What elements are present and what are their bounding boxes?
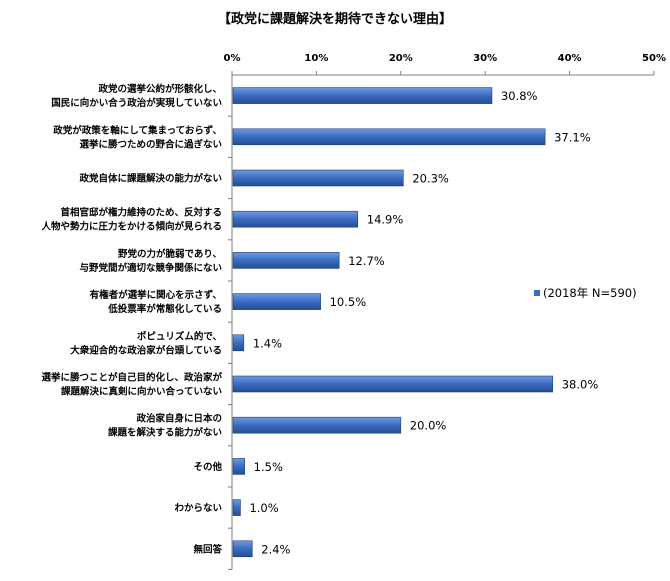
x-tick-label: 50% xyxy=(642,53,666,64)
data-label: 12.7% xyxy=(348,254,385,268)
bar xyxy=(232,416,402,434)
category-label: わからない xyxy=(174,503,222,514)
category-label: 野党の力が脆弱であり、与野党間が適切な競争関係にない xyxy=(79,248,222,274)
x-tick-label: 20% xyxy=(389,53,413,64)
data-label: 14.9% xyxy=(367,213,404,227)
data-label: 2.4% xyxy=(261,542,290,556)
legend-label: (2018年 N=590) xyxy=(543,286,637,300)
data-label: 30.8% xyxy=(501,89,538,103)
category-label: 政党が政策を軸にして集まっておらず、選挙に勝つための野合に過ぎない xyxy=(53,124,222,150)
bar xyxy=(232,293,321,310)
x-tick-label: 0% xyxy=(224,53,241,64)
category-label: ポピュリズム的で、大衆迎合的な政治家が台頭している xyxy=(70,330,222,356)
data-label: 20.3% xyxy=(412,172,449,186)
bar xyxy=(232,252,340,269)
data-label: 38.0% xyxy=(562,378,599,392)
category-label: 政治家自身に日本の課題を解決する能力がない xyxy=(108,413,222,439)
bar xyxy=(232,169,404,187)
bar xyxy=(232,375,554,393)
category-label: 首相官邸が権力維持のため、反対する人物や勢力に圧力をかける傾向が見られる xyxy=(41,207,222,233)
x-tick-label: 10% xyxy=(304,53,328,64)
category-label: 政党自体に課題解決の能力がない xyxy=(79,173,222,185)
bar xyxy=(232,458,245,475)
data-label: 10.5% xyxy=(330,295,367,309)
data-label: 1.5% xyxy=(254,460,283,474)
x-tick-label: 40% xyxy=(558,53,582,64)
data-label: 1.0% xyxy=(249,501,278,515)
data-label: 20.0% xyxy=(410,419,447,433)
data-label: 1.4% xyxy=(253,336,282,350)
bar xyxy=(232,128,546,146)
bar xyxy=(232,210,359,228)
bar xyxy=(232,540,253,558)
category-label: その他 xyxy=(193,461,222,473)
bar xyxy=(232,499,241,516)
bar xyxy=(232,334,245,352)
x-tick-label: 30% xyxy=(473,53,497,64)
legend-swatch xyxy=(534,290,540,296)
category-label: 政党の選挙公約が形骸化し、国民に向かい合う政治が実現していない xyxy=(51,83,222,109)
bar xyxy=(232,87,493,104)
category-label: 無回答 xyxy=(193,543,222,555)
data-label: 37.1% xyxy=(554,130,591,144)
category-label: 選挙に勝つことが自己目的化し、政治家が課題解決に真剣に向かい合っていない xyxy=(41,372,222,398)
chart-title: 【政党に課題解決を期待できない理由】 xyxy=(217,12,452,27)
category-label: 有権者が選挙に関心を示さず、低投票率が常態化している xyxy=(90,289,222,315)
